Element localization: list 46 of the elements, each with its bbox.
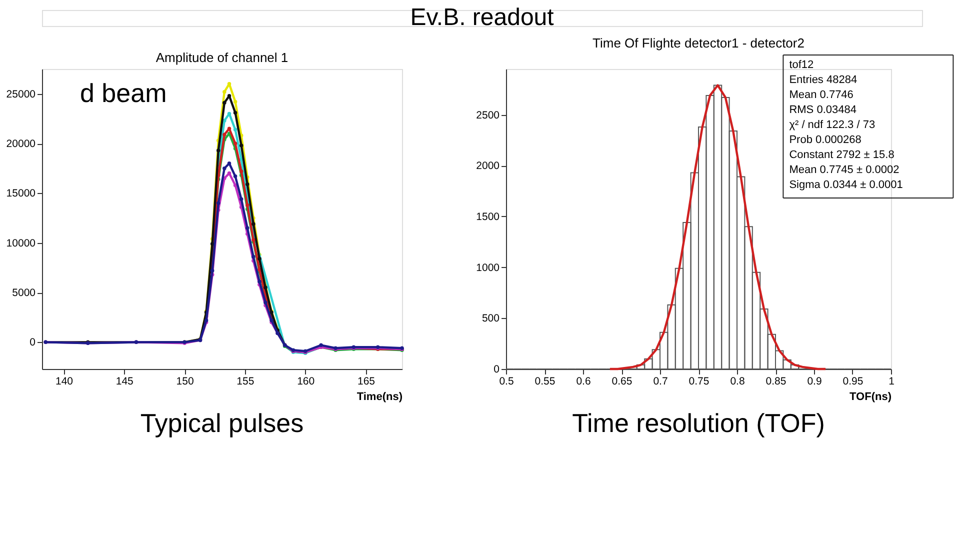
annotation: χ² / ndf 122.3 / 73 [789, 119, 876, 131]
x-tick-label: 0.75 [688, 376, 710, 388]
y-tick-label: 2500 [476, 109, 500, 122]
x-tick-label: 0.7 [653, 376, 668, 388]
x-tick-label: 0.95 [842, 376, 864, 388]
annotation: Entries 48284 [789, 74, 858, 86]
annotation: tof12 [789, 59, 814, 71]
y-tick-label: 2000 [476, 160, 500, 172]
y-tick-label: 10000 [6, 237, 36, 250]
x-tick-label: 0.55 [534, 376, 556, 388]
y-tick-label: 20000 [6, 138, 36, 150]
x-axis-title: Time(ns) [356, 391, 403, 403]
chart-title: Amplitude of channel 1 [156, 50, 288, 65]
y-tick-label: 15000 [6, 188, 36, 200]
x-tick-label: 0.65 [612, 376, 632, 388]
annotation: Constant 2792 ± 15.8 [789, 149, 894, 161]
annotation: Mean 0.7745 ± 0.0002 [789, 164, 900, 176]
x-tick-label: 140 [55, 376, 74, 388]
x-tick-label: 165 [357, 376, 376, 388]
annotation: Mean 0.7746 [789, 89, 854, 101]
y-tick-label: 1000 [476, 262, 500, 274]
x-tick-label: 155 [236, 376, 254, 388]
y-tick-label: 0 [30, 336, 36, 349]
text: Typical pulses [140, 408, 304, 438]
y-tick-label: 1500 [476, 210, 500, 223]
text: Ev.B. readout [410, 4, 554, 31]
annotation: d beam [80, 78, 167, 108]
x-tick-label: 0.8 [730, 376, 745, 388]
x-tick-label: 0.85 [766, 376, 786, 388]
text: Time resolution (TOF) [572, 408, 825, 438]
x-axis-title: TOF(ns) [850, 391, 892, 403]
x-tick-label: 145 [116, 376, 134, 388]
x-tick-label: 0.9 [807, 376, 822, 388]
annotation: Sigma 0.0344 ± 0.0001 [789, 179, 903, 191]
chart-title: Time Of Flighte detector1 - detector2 [592, 36, 804, 50]
x-tick-label: 0.6 [576, 376, 591, 388]
x-tick-label: 1 [888, 376, 895, 388]
x-tick-label: 0.5 [499, 376, 514, 388]
y-tick-label: 0 [494, 364, 500, 376]
y-tick-label: 5000 [12, 287, 36, 300]
x-tick-label: 160 [297, 376, 315, 388]
annotation: RMS 0.03484 [789, 104, 856, 116]
y-tick-label: 500 [482, 312, 500, 325]
x-tick-label: 150 [176, 376, 194, 388]
annotation: Prob 0.000268 [789, 134, 862, 146]
y-tick-label: 25000 [6, 88, 36, 100]
